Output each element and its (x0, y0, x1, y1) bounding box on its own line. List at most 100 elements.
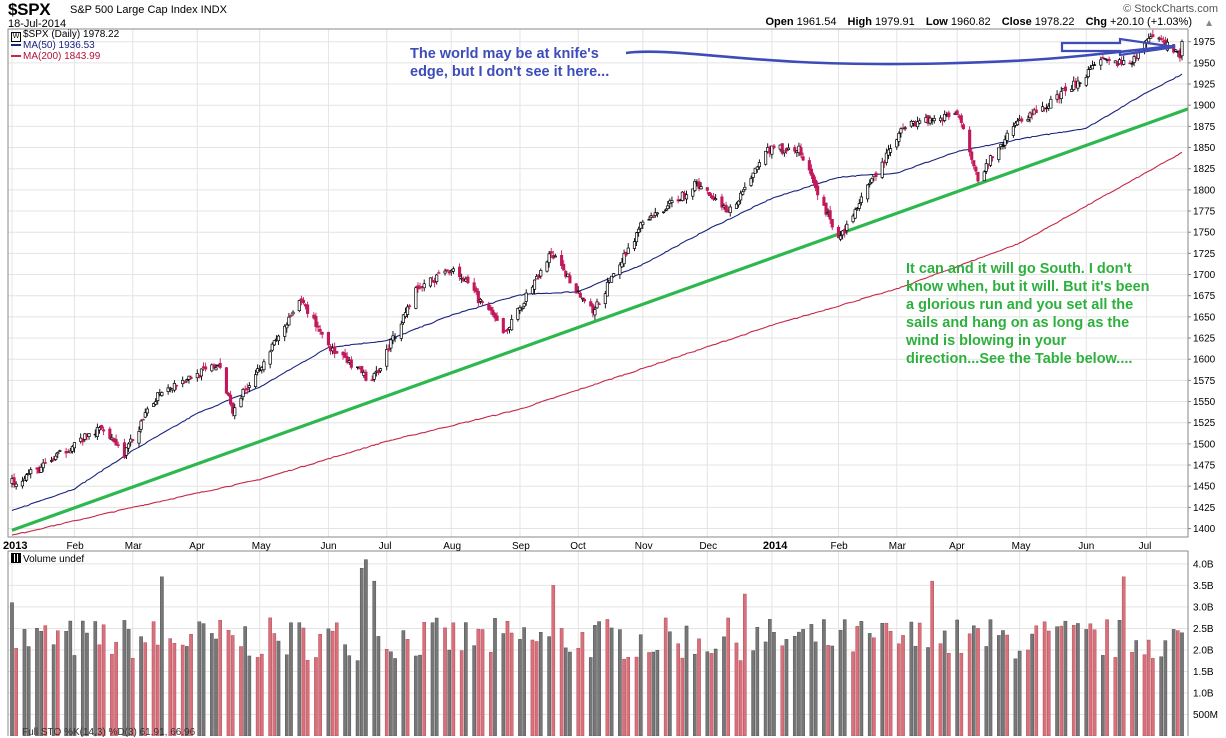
candle (1020, 116, 1024, 124)
candle-body (114, 439, 118, 446)
candle-body (705, 187, 709, 191)
candle (385, 344, 389, 371)
candle (549, 247, 553, 258)
candle-body (435, 274, 439, 283)
candle (447, 270, 451, 276)
candle-body (566, 273, 570, 277)
volume-bar (151, 621, 156, 736)
candle (20, 476, 24, 489)
ma50-swatch-icon (11, 44, 21, 47)
date-tick-label: Aug (443, 541, 461, 552)
volume-bar (605, 619, 610, 736)
candle (345, 352, 349, 365)
volume-bar (522, 627, 526, 736)
volume-bar (418, 654, 422, 736)
volume-bar (1176, 630, 1180, 736)
candle-body (306, 304, 310, 314)
candle-body (50, 460, 54, 462)
candle-body (961, 124, 965, 130)
candle (568, 271, 572, 284)
candle-body (724, 204, 728, 213)
candle-body (574, 283, 578, 294)
volume-bar (867, 633, 872, 736)
candle-body (884, 152, 888, 164)
date-tick-label: Jul (379, 541, 392, 552)
candle (641, 219, 645, 229)
volume-bar (693, 653, 697, 736)
volume-bar (1063, 620, 1068, 736)
candle-body (1147, 38, 1151, 43)
volume-bar (505, 621, 510, 736)
candle (299, 295, 303, 306)
volume-bar (784, 639, 789, 736)
candle-body (43, 462, 47, 464)
volume-bar (26, 646, 31, 736)
volume-bar (955, 619, 959, 736)
candle (229, 390, 233, 407)
volume-bar (480, 629, 485, 736)
candle (970, 149, 974, 164)
candle (1086, 66, 1090, 79)
candle-body (943, 113, 947, 121)
candle-body (1122, 60, 1126, 65)
volume-bar (851, 651, 855, 736)
volume-bar (1088, 623, 1093, 736)
candle-body (333, 346, 337, 354)
candle-body (793, 147, 797, 152)
candle (720, 193, 724, 211)
candle-body (372, 373, 376, 380)
candle-body (772, 145, 776, 148)
volume-bar (509, 632, 514, 736)
candle (283, 324, 287, 342)
volume-bars (10, 559, 1184, 736)
legend-volume-text: Volume undef (23, 554, 85, 565)
volume-bar (1005, 634, 1009, 736)
candle (262, 359, 266, 373)
volume-bar (1163, 640, 1168, 736)
volume-bar (1146, 639, 1151, 736)
volume-bar (568, 651, 572, 736)
candle-body (1084, 77, 1088, 86)
close-value: 1978.22 (1034, 16, 1075, 28)
candle-body (839, 235, 843, 240)
volume-icon (11, 553, 21, 563)
candle (780, 143, 784, 156)
candle-body (199, 368, 203, 377)
candle (226, 392, 231, 397)
date-tick-label: Feb (830, 541, 848, 552)
candle-body (970, 151, 974, 160)
candle (836, 225, 841, 239)
candle-body (691, 188, 695, 197)
candle (743, 182, 747, 192)
candle (828, 205, 832, 225)
candle-body (387, 348, 391, 351)
volume-bar (389, 651, 393, 736)
candle (1159, 35, 1163, 41)
volume-bar (772, 632, 776, 736)
volume-bar (622, 658, 626, 736)
volume-bar (93, 621, 98, 736)
price-tick-label: 1825 (1193, 164, 1216, 175)
candle (707, 191, 711, 197)
volume-bar (51, 644, 56, 736)
candle (1084, 74, 1088, 88)
date-tick-label: Jul (1139, 541, 1152, 552)
volume-bar (738, 660, 743, 736)
candle-body (811, 174, 816, 183)
candle (239, 396, 243, 408)
candle-body (578, 292, 582, 298)
candle (626, 243, 630, 254)
candle-body (29, 469, 33, 475)
candle-body (976, 171, 980, 182)
volume-bar (634, 656, 639, 736)
volume-bar (393, 658, 397, 736)
volume-bar (976, 628, 980, 736)
volume-bar (626, 657, 631, 736)
change-arrow-icon: ▲ (1204, 18, 1214, 29)
stockcharts-brand[interactable]: © StockCharts.com (1123, 3, 1218, 15)
candle (807, 157, 811, 174)
volume-panel-frame (7, 550, 1189, 736)
volume-bar (255, 657, 260, 736)
volume-bar (1071, 625, 1076, 736)
